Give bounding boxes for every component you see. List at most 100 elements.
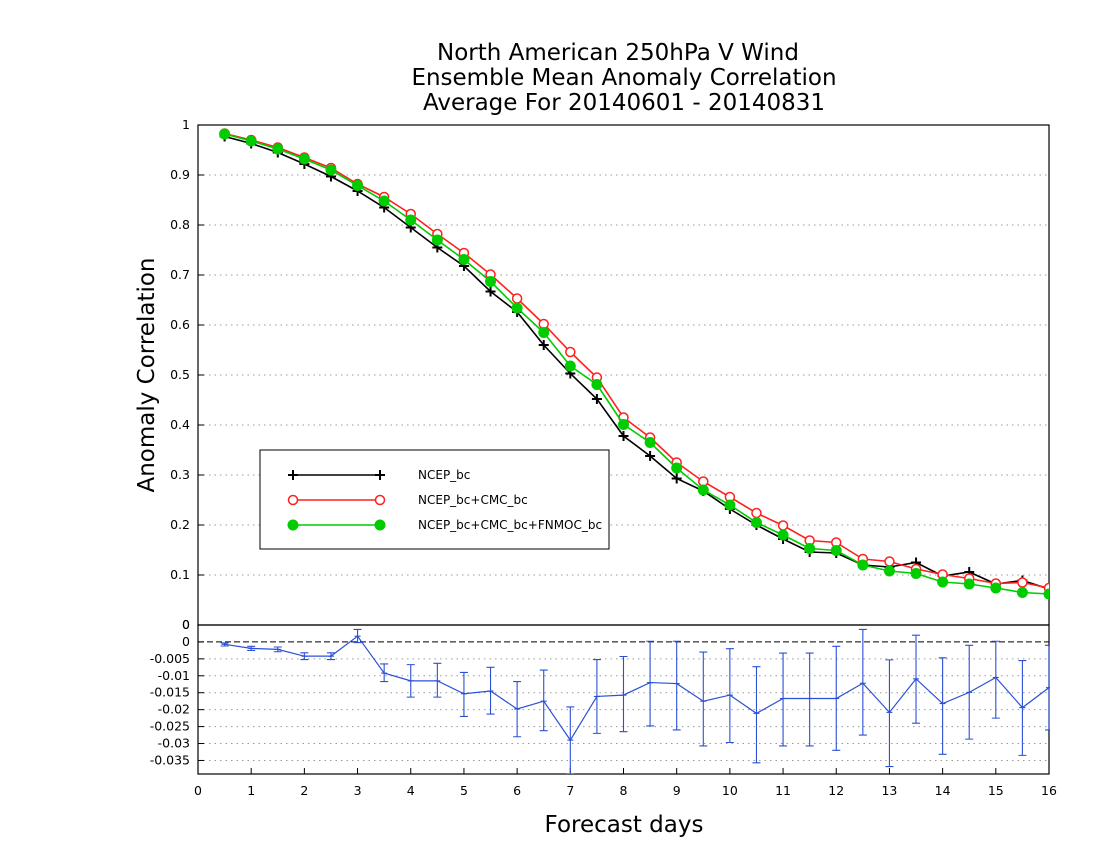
data-point	[458, 254, 470, 265]
data-point	[591, 394, 602, 404]
legend: NCEP_bc NCEP_bc+CMC_bc NCEP_bc+CMC_bc+FNMO…	[259, 449, 610, 550]
data-point	[352, 180, 364, 191]
x-tick-label: 2	[300, 783, 308, 798]
title-line-3: Average For 20140601 - 20140831	[423, 90, 825, 116]
x-tick-label: 7	[566, 783, 574, 798]
error-bar	[646, 640, 655, 727]
x-tick-label: 16	[1041, 783, 1057, 798]
data-point	[777, 529, 789, 541]
data-point	[272, 143, 284, 155]
data-point	[751, 507, 762, 519]
difference-panel: 0 -0.005 -0.01 -0.015 -0.02 -0.025 -0.03-0.035…	[150, 617, 1057, 798]
y-axis-label: Anomaly Correlation	[134, 257, 160, 492]
y-tick-label: -0.03	[158, 736, 190, 751]
data-point	[671, 462, 683, 474]
data-point	[777, 520, 789, 531]
y-tick-label: 1	[182, 117, 190, 132]
error-bar	[672, 640, 681, 731]
x-tick-label: 8	[620, 783, 628, 798]
data-point	[883, 565, 895, 577]
data-point	[298, 153, 310, 165]
x-tick-label: 15	[988, 783, 1004, 798]
chart-title: North American 250hPa V Wind Ensemble Me…	[411, 40, 836, 116]
x-tick-label: 11	[775, 783, 791, 798]
y-tick-label: 0	[182, 634, 190, 649]
x-tick-label: 1	[247, 783, 255, 798]
x-tick-label: 9	[673, 783, 681, 798]
data-point	[937, 576, 949, 588]
y-tick-label: -0.005	[150, 651, 190, 666]
data-point	[1043, 588, 1049, 600]
legend-label: NCEP_bc	[418, 468, 470, 482]
y-tick-label: -0.025	[150, 719, 190, 734]
error-bar	[539, 669, 548, 732]
data-point	[219, 128, 231, 140]
data-point	[645, 451, 656, 461]
legend-marker	[375, 470, 385, 480]
series-NCEP_bc+CMC_bc+FNMOC_bc	[219, 128, 1049, 600]
y-tick-label: 0.2	[170, 517, 190, 532]
error-bar	[779, 652, 788, 747]
data-point	[671, 473, 682, 484]
data-point	[511, 293, 523, 304]
legend-label: NCEP_bc+CMC_bc+FNMOC_bc	[418, 518, 602, 532]
title-line-1: North American 250hPa V Wind	[437, 40, 799, 66]
data-point	[1017, 577, 1028, 588]
error-bar	[699, 651, 708, 747]
data-point	[804, 543, 816, 554]
legend-marker	[287, 519, 299, 531]
error-bar	[885, 659, 894, 768]
legend-marker	[374, 519, 386, 531]
y-tick-label: 0	[182, 617, 190, 632]
x-tick-label: 5	[460, 783, 468, 798]
x-tick-label: 4	[407, 783, 415, 798]
data-point	[963, 578, 975, 590]
title-line-2: Ensemble Mean Anomaly Correlation	[411, 65, 836, 91]
y-tick-label: 0.9	[170, 167, 190, 182]
y-tick-label: 0.1	[170, 567, 190, 582]
series-NCEP_bc+CMC_bc	[219, 128, 1049, 594]
difference-line	[224, 635, 1050, 742]
y-tick-label: 0.4	[170, 417, 190, 432]
error-bar	[938, 657, 947, 755]
legend-item-2: NCEP_bc+CMC_bc	[287, 493, 528, 507]
x-tick-label: 3	[354, 783, 362, 798]
data-point	[724, 499, 736, 511]
data-point	[697, 484, 709, 496]
error-bar	[991, 640, 1000, 719]
x-axis-label: Forecast days	[545, 812, 704, 838]
x-tick-label: 12	[828, 783, 844, 798]
error-bar	[619, 655, 628, 733]
data-point	[511, 302, 523, 314]
diff-top-label: 0	[182, 617, 190, 632]
data-point	[485, 276, 497, 287]
data-point	[644, 437, 656, 448]
data-point	[750, 517, 762, 528]
error-bar	[858, 628, 867, 736]
y-tick-label: -0.015	[150, 685, 190, 700]
data-point	[564, 360, 576, 372]
y-tick-label: 0.7	[170, 267, 190, 282]
x-tick-label: 14	[935, 783, 951, 798]
y-tick-label: 0.8	[170, 217, 190, 232]
data-point	[245, 135, 257, 147]
data-point	[325, 164, 337, 176]
data-point	[538, 327, 550, 338]
data-point	[565, 346, 576, 358]
y-tick-label: -0.035	[150, 752, 190, 767]
data-point	[538, 340, 549, 350]
legend-item-1: NCEP_bc	[288, 468, 470, 482]
legend-label: NCEP_bc+CMC_bc	[418, 493, 528, 507]
y-tick-label: -0.01	[158, 668, 190, 683]
legend-item-3: NCEP_bc+CMC_bc+FNMOC_bc	[287, 518, 602, 532]
data-point	[990, 582, 1002, 594]
data-point	[431, 234, 443, 246]
data-point	[618, 419, 629, 430]
data-point	[618, 431, 629, 441]
data-point	[857, 559, 869, 571]
data-point	[485, 286, 496, 297]
data-point	[591, 379, 603, 390]
difference-series	[220, 628, 1050, 774]
data-point	[830, 545, 842, 556]
